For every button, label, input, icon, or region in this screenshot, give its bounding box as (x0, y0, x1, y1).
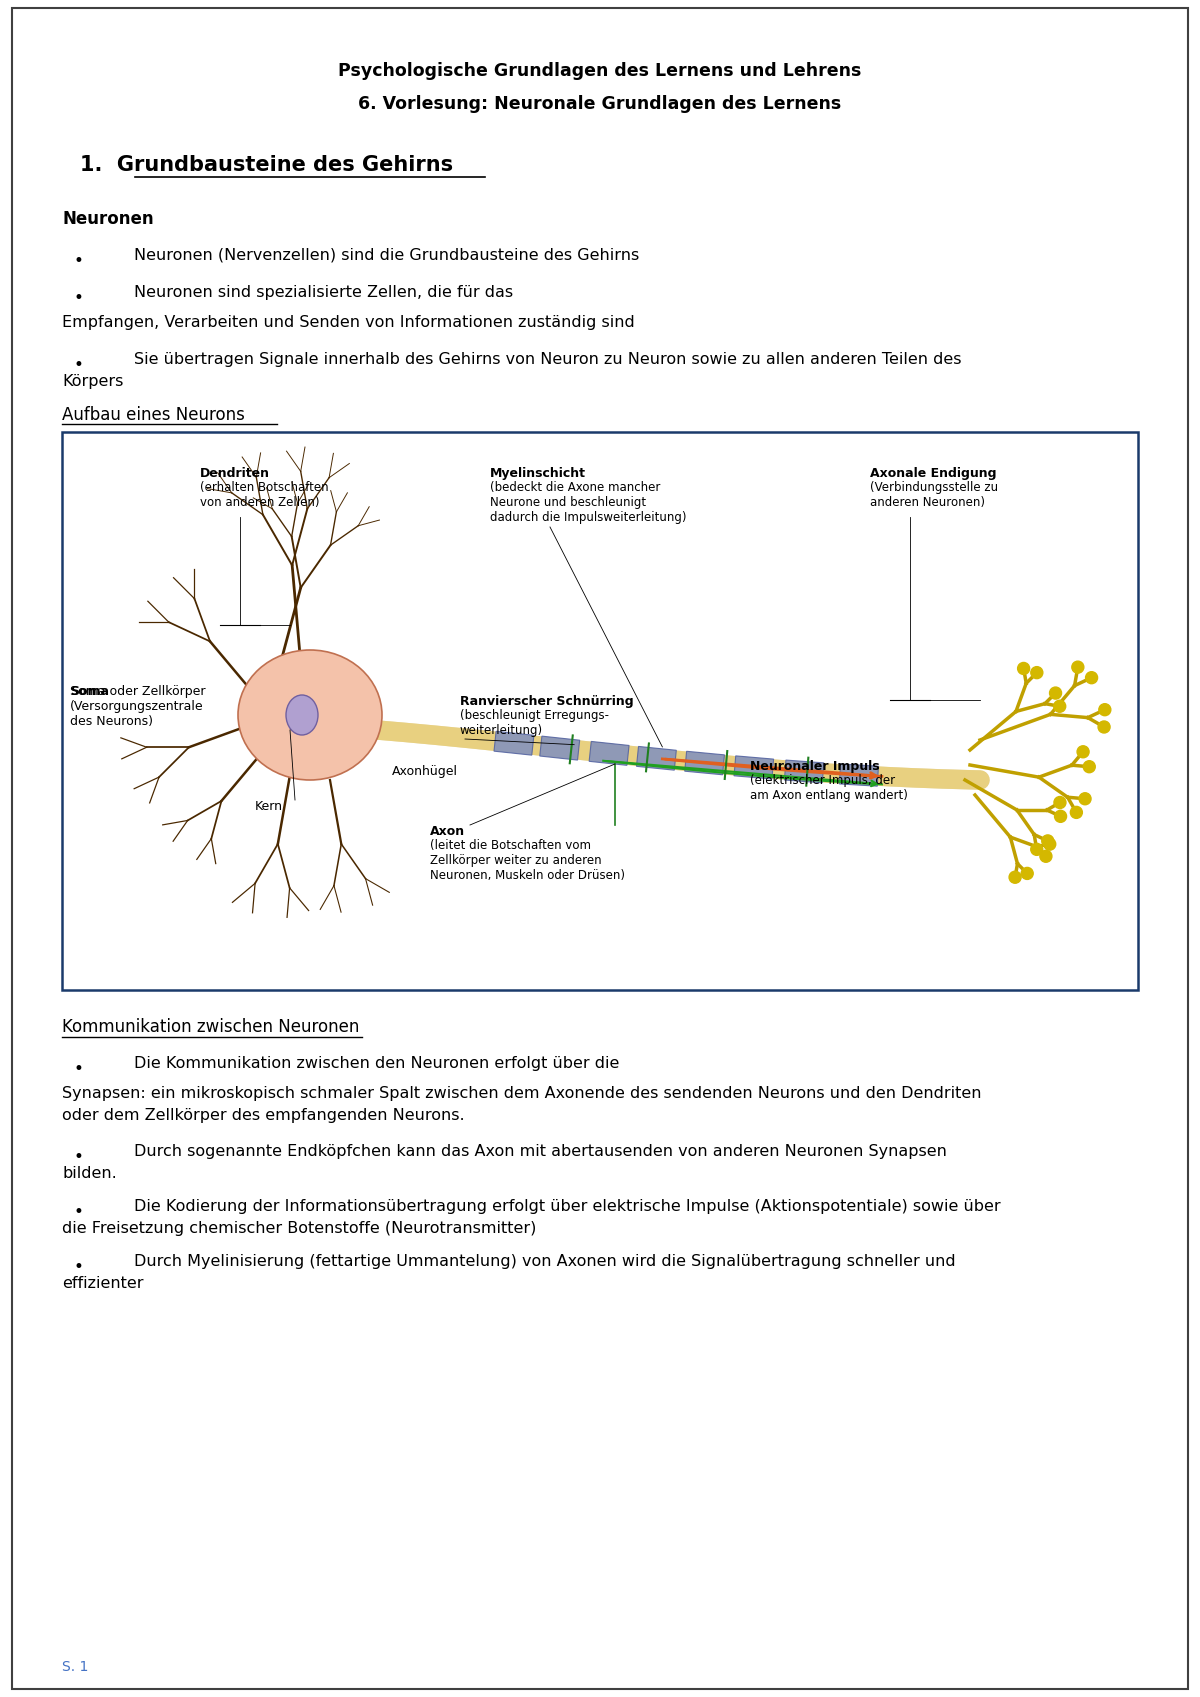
Text: Aufbau eines Neurons: Aufbau eines Neurons (62, 406, 245, 424)
Text: Durch sogenannte Endköpfchen kann das Axon mit abertausenden von anderen Neurone: Durch sogenannte Endköpfchen kann das Ax… (134, 1144, 947, 1159)
Circle shape (1099, 704, 1111, 716)
Polygon shape (685, 752, 725, 776)
Text: bilden.: bilden. (62, 1166, 116, 1181)
Text: Neuronen sind spezialisierte Zellen, die für das: Neuronen sind spezialisierte Zellen, die… (134, 285, 514, 300)
Text: (bedeckt die Axone mancher
Neurone und beschleunigt
dadurch die Impulsweiterleit: (bedeckt die Axone mancher Neurone und b… (490, 480, 686, 524)
Polygon shape (734, 755, 774, 779)
Text: Neuronaler Impuls: Neuronaler Impuls (750, 760, 880, 774)
Text: Kern: Kern (256, 799, 283, 813)
Text: Die Kommunikation zwischen den Neuronen erfolgt über die: Die Kommunikation zwischen den Neuronen … (134, 1056, 619, 1071)
Text: effizienter: effizienter (62, 1276, 144, 1291)
Circle shape (1009, 871, 1021, 882)
Circle shape (1044, 838, 1056, 850)
Text: Körpers: Körpers (62, 373, 124, 389)
Text: Neuronen: Neuronen (62, 210, 154, 227)
Polygon shape (589, 742, 629, 765)
Text: •: • (74, 288, 84, 307)
Text: (beschleunigt Erregungs-
weiterleitung): (beschleunigt Erregungs- weiterleitung) (460, 709, 610, 736)
Ellipse shape (238, 650, 382, 781)
Circle shape (1055, 811, 1067, 823)
Circle shape (1079, 792, 1091, 804)
Text: Neuronen (Nervenzellen) sind die Grundbausteine des Gehirns: Neuronen (Nervenzellen) sind die Grundba… (134, 248, 640, 263)
Polygon shape (636, 747, 677, 770)
Text: •: • (74, 356, 84, 373)
Circle shape (1098, 721, 1110, 733)
Text: (elektrischer Impuls, der
am Axon entlang wandert): (elektrischer Impuls, der am Axon entlan… (750, 774, 908, 803)
Circle shape (1054, 796, 1066, 808)
Text: Psychologische Grundlagen des Lernens und Lehrens: Psychologische Grundlagen des Lernens un… (338, 63, 862, 80)
Polygon shape (494, 731, 534, 755)
Ellipse shape (286, 696, 318, 735)
Text: die Freisetzung chemischer Botenstoffe (Neurotransmitter): die Freisetzung chemischer Botenstoffe (… (62, 1222, 536, 1235)
Text: Myelinschicht: Myelinschicht (490, 467, 586, 480)
Text: Dendriten: Dendriten (200, 467, 270, 480)
Text: Soma: Soma (70, 686, 109, 697)
Circle shape (1042, 835, 1054, 847)
Text: (erhalten Botschaften
von anderen Zellen): (erhalten Botschaften von anderen Zellen… (200, 480, 329, 509)
Text: •: • (74, 1257, 84, 1276)
Text: Axon: Axon (430, 825, 466, 838)
Polygon shape (540, 736, 580, 760)
Text: Empfangen, Verarbeiten und Senden von Informationen zuständig sind: Empfangen, Verarbeiten und Senden von In… (62, 316, 635, 329)
Circle shape (1070, 806, 1082, 818)
Circle shape (1031, 667, 1043, 679)
Text: Kommunikation zwischen Neuronen: Kommunikation zwischen Neuronen (62, 1018, 359, 1035)
Circle shape (1054, 701, 1066, 713)
Circle shape (1018, 662, 1030, 674)
Text: Axonale Endigung: Axonale Endigung (870, 467, 996, 480)
Text: Axonhügel: Axonhügel (392, 765, 458, 777)
Polygon shape (839, 764, 878, 786)
Circle shape (1050, 687, 1062, 699)
Circle shape (1078, 745, 1090, 759)
Bar (62, 433, 1138, 989)
Text: •: • (74, 1203, 84, 1222)
Text: Die Kodierung der Informationsübertragung erfolgt über elektrische Impulse (Akti: Die Kodierung der Informationsübertragun… (134, 1200, 1001, 1213)
Text: Sie übertragen Signale innerhalb des Gehirns von Neuron zu Neuron sowie zu allen: Sie übertragen Signale innerhalb des Geh… (134, 351, 961, 367)
Text: S. 1: S. 1 (62, 1660, 89, 1673)
Text: •: • (74, 251, 84, 270)
Text: oder dem Zellkörper des empfangenden Neurons.: oder dem Zellkörper des empfangenden Neu… (62, 1108, 464, 1123)
Text: 6. Vorlesung: Neuronale Grundlagen des Lernens: 6. Vorlesung: Neuronale Grundlagen des L… (359, 95, 841, 114)
Text: 1.  Grundbausteine des Gehirns: 1. Grundbausteine des Gehirns (80, 154, 454, 175)
Text: Synapsen: ein mikroskopisch schmaler Spalt zwischen dem Axonende des sendenden N: Synapsen: ein mikroskopisch schmaler Spa… (62, 1086, 982, 1101)
Text: Soma oder Zellkörper
(Versorgungszentrale
des Neurons): Soma oder Zellkörper (Versorgungszentral… (70, 686, 205, 728)
Text: (Verbindungsstelle zu
anderen Neuronen): (Verbindungsstelle zu anderen Neuronen) (870, 480, 998, 509)
Circle shape (1072, 662, 1084, 674)
Text: Durch Myelinisierung (fettartige Ummantelung) von Axonen wird die Signalübertrag: Durch Myelinisierung (fettartige Ummante… (134, 1254, 955, 1269)
Text: •: • (74, 1061, 84, 1078)
Circle shape (1031, 843, 1043, 855)
Circle shape (1021, 867, 1033, 879)
Polygon shape (785, 760, 824, 782)
Circle shape (1086, 672, 1098, 684)
Circle shape (1084, 760, 1096, 772)
Circle shape (1040, 850, 1052, 862)
Text: •: • (74, 1147, 84, 1166)
Text: Ranvierscher Schnürring: Ranvierscher Schnürring (460, 696, 634, 708)
Text: (leitet die Botschaften vom
Zellkörper weiter zu anderen
Neuronen, Muskeln oder : (leitet die Botschaften vom Zellkörper w… (430, 838, 625, 882)
